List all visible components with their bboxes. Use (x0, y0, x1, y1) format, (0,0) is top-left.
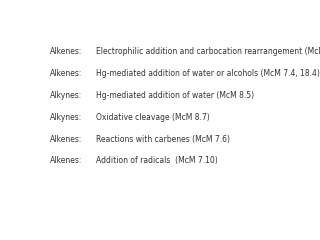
Text: Reactions with carbenes (McM 7.6): Reactions with carbenes (McM 7.6) (96, 134, 230, 144)
Text: Hg-mediated addition of water (McM 8.5): Hg-mediated addition of water (McM 8.5) (96, 91, 254, 100)
Text: Alkenes:: Alkenes: (50, 156, 82, 165)
Text: Alkynes:: Alkynes: (50, 91, 82, 100)
Text: Addition of radicals  (McM 7.10): Addition of radicals (McM 7.10) (96, 156, 218, 165)
Text: Alkenes:: Alkenes: (50, 69, 82, 78)
Text: Alkenes:: Alkenes: (50, 47, 82, 56)
Text: Alkynes:: Alkynes: (50, 113, 82, 122)
Text: Alkenes:: Alkenes: (50, 134, 82, 144)
Text: Oxidative cleavage (McM 8.7): Oxidative cleavage (McM 8.7) (96, 113, 210, 122)
Text: Hg-mediated addition of water or alcohols (McM 7.4, 18.4): Hg-mediated addition of water or alcohol… (96, 69, 320, 78)
Text: Electrophilic addition and carbocation rearrangement (McM 6.12): Electrophilic addition and carbocation r… (96, 47, 320, 56)
